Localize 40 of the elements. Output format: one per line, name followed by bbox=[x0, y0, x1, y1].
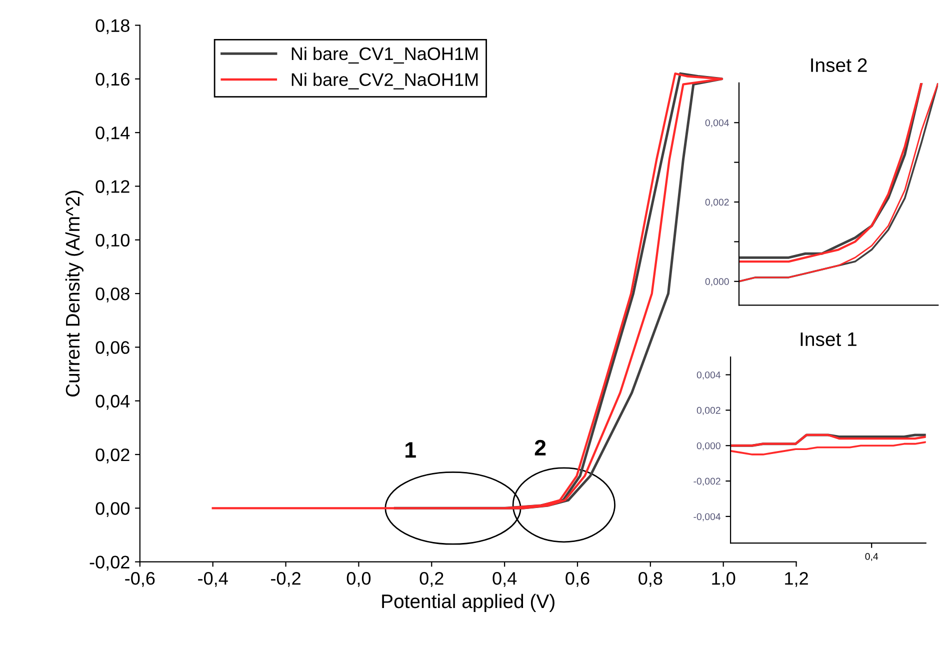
y-tick-label: 0,12 bbox=[96, 180, 130, 196]
x-tick-label: -0,2 bbox=[271, 572, 300, 587]
legend-label: Ni bare_CV2_NaOH1M bbox=[292, 72, 478, 90]
chart-title: Inset 2 bbox=[811, 58, 867, 72]
y-tick-label: 0,06 bbox=[96, 341, 130, 356]
y-tick-label: -0,002 bbox=[694, 478, 720, 486]
line-series bbox=[738, 82, 938, 282]
y-tick-label: 0,002 bbox=[696, 406, 720, 415]
annotation: 1 bbox=[406, 442, 416, 458]
x-tick-label: 1,0 bbox=[712, 572, 736, 587]
annotation: 2 bbox=[534, 440, 546, 456]
x-tick-label: 0,0 bbox=[346, 572, 371, 587]
x-tick-label: 0,6 bbox=[566, 572, 590, 587]
x-tick-label: 0,4 bbox=[492, 572, 517, 587]
y-tick-label: 0,16 bbox=[96, 72, 130, 88]
y-tick-label: -0,004 bbox=[694, 513, 721, 522]
y-tick-label: 0,002 bbox=[705, 198, 729, 207]
y-tick-label: 0,004 bbox=[705, 119, 729, 128]
y-axis-title: Current Density (A/m^2) bbox=[65, 190, 84, 397]
line-series bbox=[730, 441, 926, 456]
x-axis-title: Potential applied (V) bbox=[382, 594, 554, 612]
y-tick-label: 0,04 bbox=[96, 394, 130, 410]
y-tick-label: 0,000 bbox=[705, 278, 729, 286]
chart-title: Inset 1 bbox=[800, 332, 856, 346]
y-tick-label: 0,004 bbox=[696, 371, 721, 380]
y-tick-label: 0,08 bbox=[96, 287, 130, 302]
y-tick-label: 0,14 bbox=[96, 126, 130, 142]
x-tick-label: 0,2 bbox=[420, 572, 444, 587]
x-tick-label: 1,2 bbox=[785, 572, 808, 587]
y-tick-label: 0,000 bbox=[696, 442, 720, 450]
y-tick-label: 0,00 bbox=[96, 502, 130, 518]
x-tick-label: 0,4 bbox=[865, 553, 878, 562]
x-tick-label: -0,4 bbox=[198, 572, 228, 587]
y-tick-label: 0,02 bbox=[96, 448, 130, 464]
y-tick-label: 0,10 bbox=[96, 234, 130, 249]
y-tick-label: 0,18 bbox=[96, 19, 130, 34]
x-tick-label: -0,6 bbox=[125, 572, 155, 587]
y-tick-label: -0,02 bbox=[90, 556, 130, 571]
legend-label: Ni bare_CV1_NaOH1M bbox=[292, 46, 478, 64]
x-tick-label: 0,8 bbox=[638, 572, 662, 587]
